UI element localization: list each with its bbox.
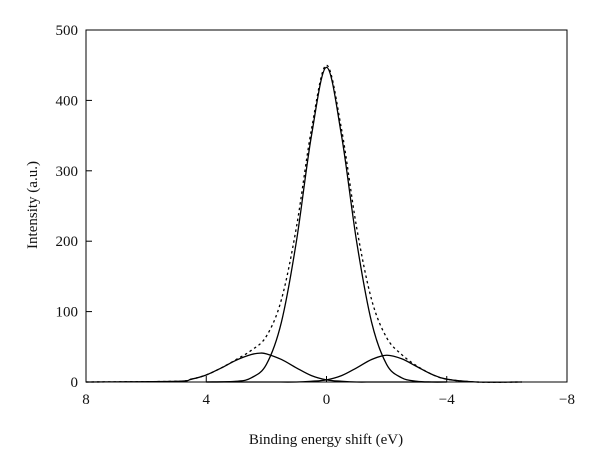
series-line-1 [85,352,447,383]
tick-labels: 8 4 0 −4 −8 0 100 200 300 400 500 [56,23,575,408]
x-tick-label: −4 [439,392,455,408]
x-tick-label: 0 [323,392,331,408]
y-tick-label: 0 [71,375,79,391]
y-axis-title: Intensity (a.u.) [25,161,41,249]
curves [85,64,522,383]
x-tick-label: 4 [203,392,211,408]
y-tick-label: 200 [56,234,79,250]
plot-frame [85,29,568,383]
x-tick-label: 8 [82,392,90,408]
plot-border [85,29,568,383]
y-tick-label: 400 [56,93,79,109]
series-line-2 [206,66,447,383]
y-tick-label: 300 [56,164,79,180]
ticks [85,29,568,383]
x-tick-label: −8 [559,392,575,408]
y-tick-label: 500 [56,23,79,39]
x-axis-title: Binding energy shift (eV) [249,432,403,448]
series-line-3 [206,354,522,383]
series-line-4 [85,64,522,383]
y-tick-label: 100 [56,305,79,321]
